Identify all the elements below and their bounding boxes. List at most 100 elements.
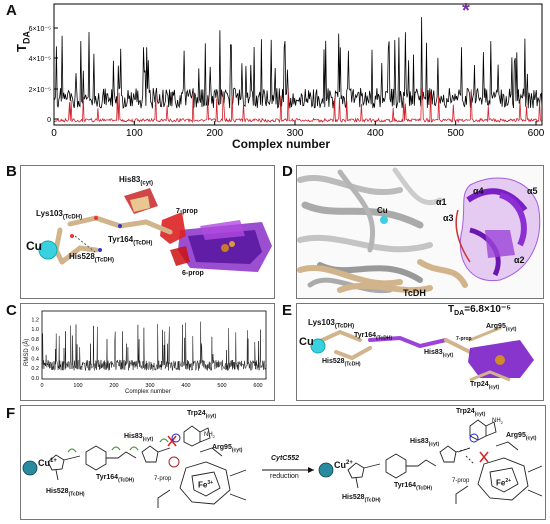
f-left-fe: Fe3+: [198, 480, 214, 490]
panel-c-trace: [41, 321, 267, 372]
f-right-copper: [318, 462, 334, 478]
panel-c-ytick-label: 1.0: [31, 327, 39, 333]
d-copper-atom: [380, 216, 388, 224]
panel-a-red-trace: [53, 87, 543, 124]
f-right-nh2: NH2: [492, 418, 503, 426]
panel-letter-f: F: [6, 405, 16, 422]
panel-c-xtick-label: 500: [217, 383, 226, 389]
d-label-a3: α3: [443, 213, 454, 223]
panel-c-ytick-label: 0.0: [31, 376, 39, 382]
f-left-his83: His83(cyt): [124, 433, 154, 443]
f-left-arg95: Arg95(cyt): [212, 444, 243, 454]
tcdh-tan-ribbons: [297, 259, 468, 294]
d-label-a5: α5: [527, 186, 538, 196]
f-left-cu: Cu1+: [38, 458, 57, 468]
f-right-his528: His528(TcDH): [342, 494, 381, 504]
panel-a-xtick-label: 0: [51, 128, 57, 139]
f-right-arg95: Arg95(cyt): [506, 432, 537, 442]
e-heme: [468, 340, 534, 378]
panel-c-ytick-label: 0.2: [31, 366, 39, 372]
b-label-7prop: 7-prop: [176, 208, 198, 215]
panel-c-ytick-label: 0.6: [31, 347, 39, 353]
panel-c-xtick-label: 400: [181, 383, 190, 389]
f-left-oxygen-minus: [168, 456, 180, 468]
f-left-7prop: 7-prop: [154, 476, 172, 482]
panel-a-xtick-label: 600: [528, 128, 545, 139]
f-right-nitrogen-plus: [469, 433, 479, 443]
f-left-arrows: [67, 438, 169, 453]
panel-a-frame: [53, 3, 543, 126]
b-label-his83: His83(cyt): [119, 175, 154, 187]
atom-dots: [70, 216, 122, 253]
panel-c-frame: [41, 310, 267, 380]
f-left-skeleton: [47, 425, 247, 508]
f-right-fe: Fe2+: [496, 478, 512, 488]
panel-a-xtick-label: 200: [206, 128, 223, 139]
d-label-a1: α1: [436, 197, 447, 207]
panel-c-series: [41, 321, 267, 372]
panel-c-xtick-label: 600: [253, 383, 262, 389]
e-trp24: [469, 370, 511, 382]
panel-letter-a: A: [6, 2, 17, 19]
f-right-hbond: [455, 447, 475, 465]
f-right-trp24: Trp24(cyt): [456, 408, 486, 418]
panel-a-xtick-label: 100: [126, 128, 143, 139]
b-label-tyr164: Tyr164(TcDH): [108, 235, 153, 247]
b-label-cu: Cu: [26, 239, 42, 253]
e-copper-atom: [310, 338, 326, 354]
b-label-lys103: Lys103(TcDH): [36, 209, 83, 221]
e-label-tyr164: Tyr164(TcDH): [354, 332, 393, 342]
e-label-cu: Cu: [299, 336, 314, 348]
e-label-lys103: Lys103(TcDH): [308, 318, 355, 330]
propionate-cluster: [160, 212, 190, 266]
panel-letter-d: D: [282, 163, 293, 180]
panel-a-black-trace: [53, 17, 543, 110]
panel-a-xtick-label: 300: [287, 128, 304, 139]
panel-e-frame: [296, 303, 544, 401]
f-left-cross: [167, 435, 177, 447]
f-arrow-top: CytC552: [271, 455, 300, 462]
his83-cluster: [124, 188, 158, 214]
f-left-nh2: NH2: [204, 432, 215, 440]
f-left-copper: [22, 460, 38, 476]
panel-letter-e: E: [282, 302, 293, 319]
e-label-his528: His528(TcDH): [322, 358, 361, 368]
e-label-arg95: Arg95(cyt): [486, 323, 517, 333]
e-tda: TDA=6.8×10⁻⁵: [448, 304, 511, 317]
f-reaction-arrowhead: [308, 467, 314, 473]
f-right-cu: Cu2+: [334, 460, 353, 470]
panel-letter-c: C: [6, 302, 17, 319]
e-label-7prop: 7-prop: [456, 336, 472, 342]
f-right-his83: His83(cyt): [410, 438, 440, 448]
panel-c-xlabel: Complex number: [125, 389, 171, 395]
panel-a-xlabel: Complex number: [232, 137, 331, 151]
panel-f-frame: [20, 405, 546, 520]
copper-atom: [38, 240, 58, 260]
f-left-trp24: Trp24(cyt): [187, 410, 217, 420]
panel-c-ytick-label: 0.8: [31, 337, 39, 343]
panel-a-xtick-label: 500: [447, 128, 464, 139]
f-right-skeleton: [347, 419, 543, 504]
panel-a-ytick-label: 6×10⁻⁵: [29, 26, 51, 33]
panel-c-xtick-label: 0: [40, 383, 43, 389]
panel-c-xtick-label: 300: [145, 383, 154, 389]
panel-a-ytick-label: 0: [47, 117, 51, 124]
panel-b-frame: [20, 165, 275, 299]
f-left-nitrogen-plus: [171, 433, 181, 443]
panel-a-series: [53, 17, 543, 124]
b-label-6prop: 6-prop: [182, 270, 204, 277]
panel-c-ytick-label: 1.2: [31, 317, 39, 323]
panel-a-xtick-label: 400: [367, 128, 384, 139]
panel-c-ticks: 0 100 200 300 400 500 600 0.0 0.2 0.4 0.6 0.8 1.0 1.2: [31, 317, 262, 389]
d-label-cu: Cu: [377, 206, 388, 215]
f-right-7prop: 7-prop: [452, 478, 470, 484]
f-arrow-bottom: reduction: [270, 473, 299, 480]
e-chain: [316, 326, 502, 361]
panel-c-ytick-label: 0.4: [31, 356, 39, 362]
f-left-his528: His528(TcDH): [46, 488, 85, 498]
